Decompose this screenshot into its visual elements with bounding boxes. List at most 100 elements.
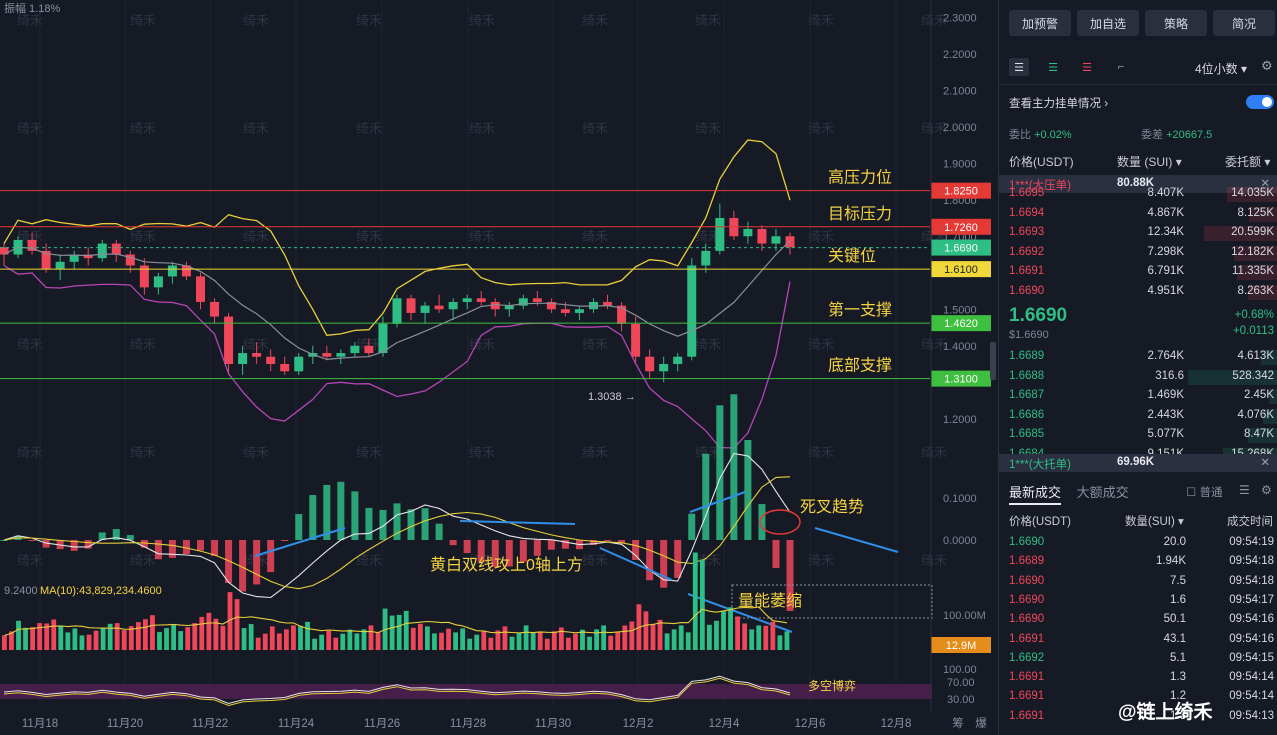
candle-body xyxy=(617,305,627,324)
ask-depth-bar xyxy=(1248,206,1277,222)
volume-bar xyxy=(566,637,571,650)
expand-view-icon[interactable]: ⌐ xyxy=(1117,61,1125,73)
gear-icon[interactable]: ⚙ xyxy=(1261,58,1273,73)
blue-arrow xyxy=(459,520,576,525)
bid-row[interactable]: 1.6689 2.764K 4.613K xyxy=(999,349,1277,366)
last-price-tag xyxy=(931,239,991,256)
watermark-text: 绮禾 xyxy=(469,13,495,28)
volume-bar xyxy=(446,628,451,650)
macd-histogram-bar xyxy=(547,540,555,550)
trade-price: 1.6690 xyxy=(1009,574,1045,587)
rsi-signal-line xyxy=(3,677,791,707)
level-tag-text: 1.7260 xyxy=(944,222,978,234)
big-bid-order[interactable]: 1***(大托单) 69.96K ✕ xyxy=(999,454,1277,472)
volume-bar xyxy=(248,624,254,650)
normal-filter[interactable]: ☐ 普通 xyxy=(1186,484,1223,500)
main-force-link[interactable]: 查看主力挂单情况 › xyxy=(1009,95,1108,111)
watermark-text: 绮禾 xyxy=(695,13,721,28)
macd-histogram-bar xyxy=(0,540,8,541)
close-icon[interactable]: ✕ xyxy=(1260,178,1270,190)
bid-row[interactable]: 1.6688 316.6 528.342 xyxy=(999,369,1277,386)
strategy-button[interactable]: 策略 xyxy=(1145,10,1207,36)
overview-button[interactable]: 简况 xyxy=(1213,10,1275,36)
close-icon[interactable]: ✕ xyxy=(1260,457,1270,469)
filter-icon[interactable]: ☰ xyxy=(1239,483,1250,497)
volume-bar xyxy=(721,611,726,650)
chevron-down-icon: ▾ xyxy=(1178,516,1184,528)
ask-row[interactable]: 1.6690 4.951K 8.263K xyxy=(999,284,1277,301)
trade-qty-header[interactable]: 数量(SUI) ▾ xyxy=(1125,513,1184,529)
candle-body xyxy=(0,247,9,255)
macd-histogram-bar xyxy=(154,540,162,560)
main-force-toggle[interactable] xyxy=(1246,95,1274,109)
big-ask-order[interactable]: 1***(大压单) 80.88K ✕ xyxy=(999,175,1277,193)
ask-row[interactable]: 1.6695 8.407K 14.035K xyxy=(999,186,1277,203)
tab-large-trades[interactable]: 大额成交 xyxy=(1076,485,1129,500)
volume-bar xyxy=(86,634,92,650)
level-tag-text: 1.8250 xyxy=(944,186,978,198)
ask-total: 14.035K xyxy=(1231,187,1274,199)
commission-diff: 委差 +20667.5 xyxy=(1141,126,1212,142)
volume-bar xyxy=(185,627,191,650)
watermark-text: 绮禾 xyxy=(356,553,382,568)
total-header[interactable]: 委托额 ▾ xyxy=(1225,153,1270,170)
asks-view-icon[interactable]: ☰ xyxy=(1082,61,1092,74)
annotation-volume-shrink: 量能萎缩 xyxy=(738,592,802,610)
big-ask-name: 1***(大压单) xyxy=(1009,180,1071,192)
tab-latest-trades[interactable]: 最新成交 xyxy=(1009,485,1062,505)
volume-bar xyxy=(495,630,501,650)
level-name: 关键位 xyxy=(828,247,876,265)
add-alert-button[interactable]: 加预警 xyxy=(1009,10,1071,36)
price-header: 价格(USDT) xyxy=(1009,155,1074,169)
bids-view-icon[interactable]: ☰ xyxy=(1048,61,1058,74)
volume-bar xyxy=(121,630,127,650)
candle-body xyxy=(771,236,781,244)
price-tick-label: 1.2000 xyxy=(943,414,977,426)
macd-histogram-bar xyxy=(463,540,471,554)
candle-body xyxy=(546,301,556,310)
vol-ma-label: MA(10):43,829,234.4600 xyxy=(40,585,162,597)
both-sides-view-icon[interactable]: ☰ xyxy=(1009,58,1029,76)
volume-bar xyxy=(467,638,473,650)
candle-body xyxy=(153,276,163,288)
qty-header[interactable]: 数量 (SUI) ▾ xyxy=(1117,153,1182,170)
bid-row[interactable]: 1.6686 2.443K 4.076K xyxy=(999,408,1277,425)
trade-time: 09:54:15 xyxy=(1229,651,1274,664)
orderbook-view-tabs: ☰ ☰ ☰ ⌐ xyxy=(1009,58,1131,76)
volume-bar xyxy=(671,629,677,650)
watermark-text: 绮禾 xyxy=(243,445,269,460)
volume-bar xyxy=(488,637,494,650)
trade-row: 1.6691 1.3 09:54:14 xyxy=(999,670,1277,687)
macd-histogram-bar xyxy=(758,504,766,540)
bid-price: 1.6685 xyxy=(1009,428,1045,440)
volume-bar xyxy=(643,611,649,650)
trade-qty: 1.2 xyxy=(1170,690,1186,703)
bid-row[interactable]: 1.6685 5.077K 8.47K xyxy=(999,427,1277,444)
volume-bar xyxy=(699,559,705,650)
cross-circle xyxy=(759,509,801,535)
add-watchlist-button[interactable]: 加自选 xyxy=(1077,10,1139,36)
ask-row[interactable]: 1.6692 7.298K 12.182K xyxy=(999,245,1277,262)
volume-bar xyxy=(707,624,712,650)
chart-scroll-handle[interactable] xyxy=(990,342,996,380)
ask-price: 1.6694 xyxy=(1009,206,1045,219)
trade-qty: 1.6 xyxy=(1170,593,1186,606)
ask-qty: 4.867K xyxy=(1147,206,1184,219)
ask-row[interactable]: 1.6693 12.34K 20.599K xyxy=(999,225,1277,242)
volume-bar xyxy=(587,636,592,650)
ask-qty: 6.791K xyxy=(1147,265,1184,277)
volume-bar xyxy=(262,633,268,650)
bid-row[interactable]: 1.6687 1.469K 2.45K xyxy=(999,388,1277,405)
checkbox-icon[interactable]: ☐ xyxy=(1186,487,1197,499)
watermark-text: 绮禾 xyxy=(130,121,156,136)
chevron-down-icon: ▾ xyxy=(1264,155,1271,169)
macd-tick-label: 0.0000 xyxy=(943,535,977,547)
decimals-select[interactable]: 4位小数 ▾ xyxy=(1195,60,1247,77)
volume-bar xyxy=(685,632,691,650)
ask-row[interactable]: 1.6691 6.791K 11.335K xyxy=(999,264,1277,281)
volume-bar xyxy=(178,631,184,650)
candle-body xyxy=(322,353,332,357)
ask-row[interactable]: 1.6694 4.867K 8.125K xyxy=(999,206,1277,223)
gear-icon[interactable]: ⚙ xyxy=(1261,483,1272,497)
